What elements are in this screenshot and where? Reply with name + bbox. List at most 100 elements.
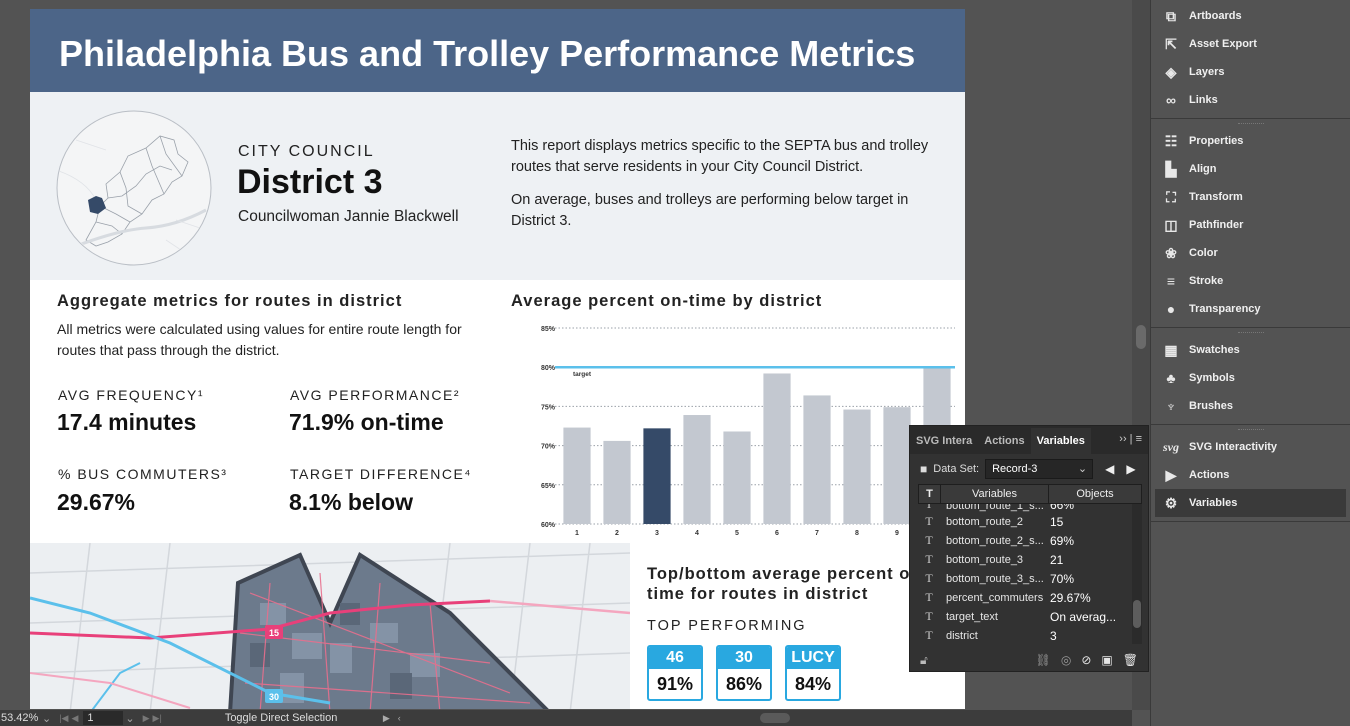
panel-item-symbols[interactable]: ♣ Symbols — [1151, 364, 1350, 392]
panel-item-svg-interactivity[interactable]: svg SVG Interactivity — [1151, 433, 1350, 461]
panel-item-label: Swatches — [1189, 344, 1240, 356]
panel-item-layers[interactable]: ◈ Layers — [1151, 58, 1350, 86]
tab-svg-interactivity[interactable]: SVG Intera — [916, 435, 973, 447]
status-menu-icon[interactable]: ▶ — [382, 712, 390, 723]
panel-item-actions[interactable]: ▶ Actions — [1151, 461, 1350, 489]
x-tick-label: 8 — [855, 530, 859, 537]
zoom-dropdown-icon[interactable]: ⌄ — [42, 712, 52, 725]
panel-item-label: Artboards — [1189, 10, 1242, 22]
variables-table-header: T Variables Objects — [918, 484, 1142, 504]
scroll-thumb[interactable] — [1133, 600, 1141, 628]
next-artboard-icon[interactable]: ▶ — [142, 712, 150, 723]
text-variable-icon: T — [925, 533, 933, 547]
make-visibility-dynamic-icon[interactable]: ◎ — [1060, 653, 1072, 667]
text-variable-icon: T — [925, 514, 933, 528]
zoom-level[interactable]: 53.42% — [1, 712, 39, 724]
panel-item-asset-export[interactable]: ⇱ Asset Export — [1151, 30, 1350, 58]
panel-item-links[interactable]: ∞ Links — [1151, 86, 1350, 114]
stroke-icon: ≡ — [1166, 273, 1176, 289]
panel-group-grip[interactable] — [1151, 330, 1350, 336]
panel-menu-icon[interactable]: ›› | ≡ — [1119, 433, 1142, 445]
panel-item-transparency[interactable]: ● Transparency — [1151, 295, 1350, 323]
variable-name: bottom_route_2 — [946, 515, 1024, 528]
table-row[interactable]: T bottom_route_1_s... 66% — [918, 504, 1142, 512]
panel-item-transform[interactable]: ⛶ Transform — [1151, 183, 1350, 211]
make-dynamic-icon[interactable]: ⛓ — [1035, 653, 1051, 667]
route-number: LUCY — [787, 647, 839, 669]
artboard-number-input[interactable]: 1 — [83, 711, 124, 725]
horizontal-scroll-thumb[interactable] — [760, 713, 790, 723]
chart-title: Average percent on-time by district — [511, 292, 823, 310]
variables-scrollbar[interactable] — [1132, 504, 1142, 644]
district-locator-map — [56, 110, 212, 266]
variables-table: T Variables Objects T bottom_route_1_s..… — [918, 484, 1142, 644]
metric-label-target-difference: TARGET DIFFERENCE⁴ — [290, 466, 472, 482]
route-percent: 91% — [656, 674, 694, 694]
route-card: LUCY 84% — [785, 645, 841, 701]
panel-item-brushes[interactable]: ♆ Brushes — [1151, 392, 1350, 420]
text-variable-icon: T — [925, 628, 933, 642]
previous-dataset-icon[interactable]: ◀ — [1105, 462, 1115, 476]
chevron-down-icon: ⌄ — [1077, 463, 1088, 475]
metric-label-commuters: % BUS COMMUTERS³ — [58, 466, 228, 482]
status-tool-label: Toggle Direct Selection — [224, 712, 338, 724]
panel-group-grip[interactable] — [1151, 121, 1350, 127]
lock-icon[interactable]: 🔓︎ — [920, 652, 928, 667]
variable-name: bottom_route_3 — [946, 553, 1024, 566]
top-bottom-title: Top/bottom average percent on-time for r… — [647, 565, 928, 603]
panel-group-grip[interactable] — [1151, 427, 1350, 433]
scroll-thumb[interactable] — [1136, 325, 1146, 349]
panel-item-align[interactable]: ▙ Align — [1151, 155, 1350, 183]
map-route-label-15: 15 — [269, 628, 279, 638]
dataset-select[interactable]: Record-3 ⌄ — [985, 459, 1094, 479]
previous-artboard-icon[interactable]: ◀ — [71, 712, 79, 723]
route-number: 30 — [718, 647, 770, 669]
artboard[interactable]: Philadelphia Bus and Trolley Performance… — [30, 9, 965, 709]
route-map: 15 30 — [30, 543, 630, 709]
panel-item-color[interactable]: ❀ Color — [1151, 239, 1350, 267]
camera-icon[interactable]: ■ — [920, 462, 928, 476]
asset-export-icon: ⇱ — [1165, 35, 1177, 52]
panel-item-variables[interactable]: ⚙ Variables — [1155, 489, 1346, 517]
map-route-label-30: 30 — [269, 692, 279, 702]
panel-item-label: Transparency — [1189, 303, 1261, 315]
panel-item-swatches[interactable]: ▦ Swatches — [1151, 336, 1350, 364]
tab-variables[interactable]: Variables — [1030, 428, 1091, 454]
aggregate-metrics-description: All metrics were calculated using values… — [57, 321, 462, 358]
panel-item-artboards[interactable]: ⧉ Artboards — [1151, 2, 1350, 30]
svg-interactivity-icon: svg — [1163, 439, 1179, 454]
bar — [723, 431, 751, 524]
tab-actions[interactable]: Actions — [984, 435, 1025, 447]
panel-item-pathfinder[interactable]: ◫ Pathfinder — [1151, 211, 1350, 239]
column-type: T — [919, 485, 941, 503]
first-artboard-icon[interactable]: |◀ — [59, 712, 69, 723]
panel-item-stroke[interactable]: ≡ Stroke — [1151, 267, 1350, 295]
top-routes: 46 91% 30 86% LUCY 84% — [647, 645, 841, 701]
new-variable-icon[interactable]: ▣ — [1101, 653, 1113, 667]
delete-icon[interactable]: 🗑︎ — [1122, 653, 1138, 667]
variables-panel[interactable]: SVG Intera Actions Variables ›› | ≡ ■ Da… — [909, 425, 1149, 672]
scroll-left-icon[interactable]: ‹ — [397, 713, 401, 723]
panel-item-properties[interactable]: ☷ Properties — [1151, 127, 1350, 155]
next-dataset-icon[interactable]: ▶ — [1126, 462, 1136, 476]
document-title: Philadelphia Bus and Trolley Performance… — [59, 33, 916, 74]
column-objects[interactable]: Objects — [1076, 488, 1114, 500]
bar — [883, 407, 911, 524]
intro-paragraph-2: On average, buses and trolleys are perfo… — [511, 192, 909, 229]
artboard-dropdown-icon[interactable]: ⌄ — [125, 712, 135, 725]
bar — [843, 409, 871, 524]
document-header: Philadelphia Bus and Trolley Performance… — [30, 9, 965, 92]
column-variables[interactable]: Variables — [941, 485, 1049, 503]
aggregate-metrics-title: Aggregate metrics for routes in district — [57, 292, 403, 310]
unbind-icon[interactable]: ⊘ — [1081, 653, 1092, 667]
last-artboard-icon[interactable]: ▶| — [152, 712, 162, 723]
route-card: 30 86% — [716, 645, 772, 701]
